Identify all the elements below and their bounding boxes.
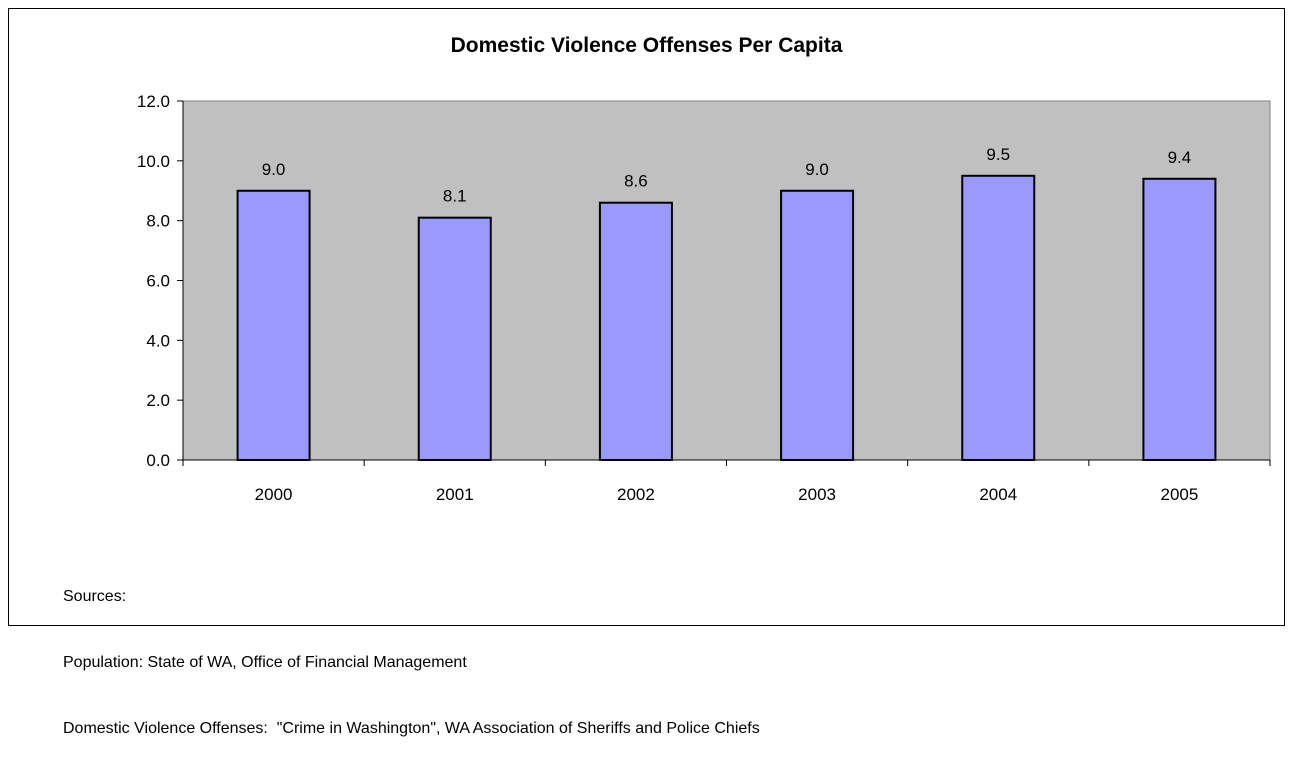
x-tick-label: 2003	[798, 485, 836, 504]
y-tick-label: 6.0	[146, 272, 170, 291]
bar-chart: 0.0 2.0 4.0 6.0 8.0 10.0 12.0 9.0 2000 8.1 2001 8.6…	[137, 92, 1271, 504]
sources-note: Sources: Population: State of WA, Office…	[63, 542, 760, 762]
bar	[1142, 177, 1217, 462]
x-tick-label: 2000	[255, 485, 293, 504]
x-tick-label: 2005	[1161, 485, 1199, 504]
bar	[961, 174, 1036, 462]
data-label: 9.4	[1168, 148, 1192, 167]
plot-area	[182, 100, 1271, 461]
data-label: 9.5	[986, 145, 1010, 164]
y-tick-label: 10.0	[137, 152, 170, 171]
y-tick-label: 2.0	[146, 391, 170, 410]
x-tick-label: 2004	[979, 485, 1017, 504]
data-label: 8.6	[624, 172, 648, 191]
y-tick-label: 4.0	[146, 331, 170, 350]
bar	[780, 189, 855, 461]
data-label: 9.0	[805, 160, 829, 179]
sources-line-offenses: Domestic Violence Offenses: "Crime in Wa…	[63, 720, 760, 737]
data-label: 9.0	[262, 160, 286, 179]
y-tick-label: 0.0	[146, 451, 170, 470]
y-tick-label: 8.0	[146, 212, 170, 231]
bar	[417, 216, 492, 461]
x-tick-label: 2001	[436, 485, 474, 504]
data-label: 8.1	[443, 187, 467, 206]
sources-line-population: Population: State of WA, Office of Finan…	[63, 654, 467, 671]
sources-heading: Sources:	[63, 588, 127, 605]
y-tick-label: 12.0	[137, 92, 170, 111]
chart-title: Domestic Violence Offenses Per Capita	[450, 34, 843, 57]
x-tick-label: 2002	[617, 485, 655, 504]
bar	[236, 189, 311, 461]
bar	[598, 201, 673, 461]
